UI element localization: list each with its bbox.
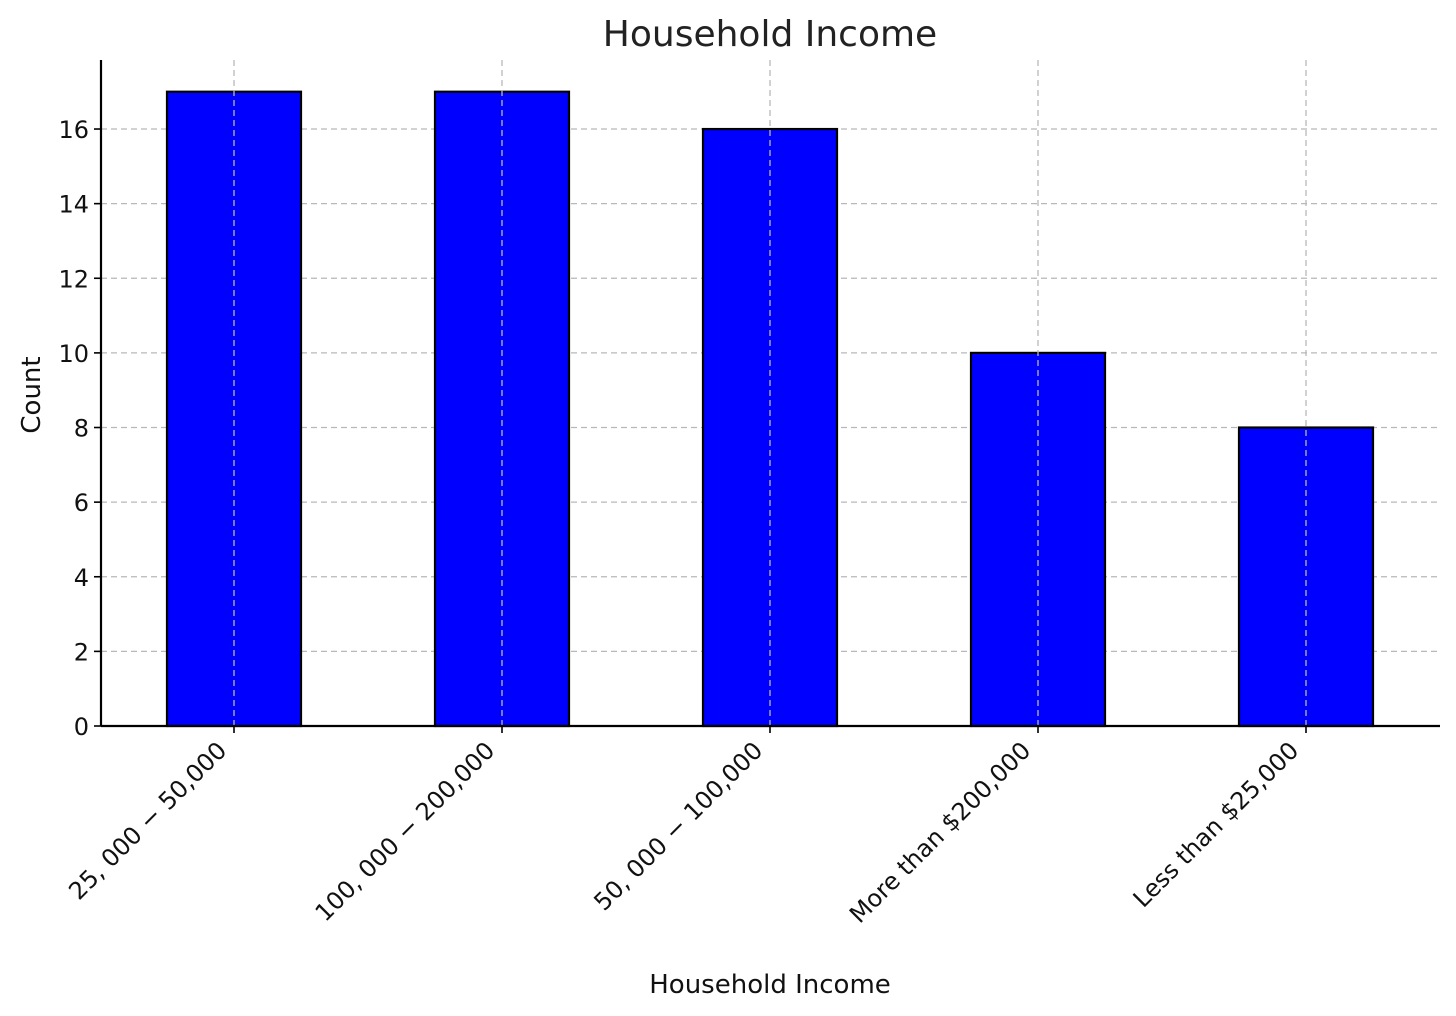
y-tick-label: 0 [74,713,89,741]
chart-title: Household Income [603,14,937,55]
y-tick-label: 6 [74,489,89,517]
y-axis-ticks: 0 2 4 6 8 10 12 14 16 [58,116,101,741]
bars [165,60,1375,728]
y-tick-label: 10 [58,340,89,368]
x-axis-label: Household Income [649,970,891,1000]
y-tick-label: 4 [74,564,89,592]
x-tick-label: 100, 000 − 200,000 [310,736,501,927]
y-tick-label: 8 [74,415,89,443]
y-tick-label: 12 [58,265,89,293]
y-tick-label: 14 [58,191,89,219]
y-tick-label: 16 [58,116,89,144]
x-tick-label: More than $200,000 [844,736,1036,928]
x-tick-label: 25, 000 − 50,000 [63,736,232,905]
y-tick-label: 2 [74,638,89,666]
x-tick-label: 50, 000 − 100,000 [588,736,768,916]
x-tick-label: Less than $25,000 [1128,736,1305,913]
gridlines [101,128,1440,653]
y-axis-label: Count [17,356,47,433]
x-axis-ticks: 25, 000 − 50,000 100, 000 − 200,000 50, 00… [63,726,1307,929]
bar [1237,426,1375,728]
bar [701,127,839,728]
